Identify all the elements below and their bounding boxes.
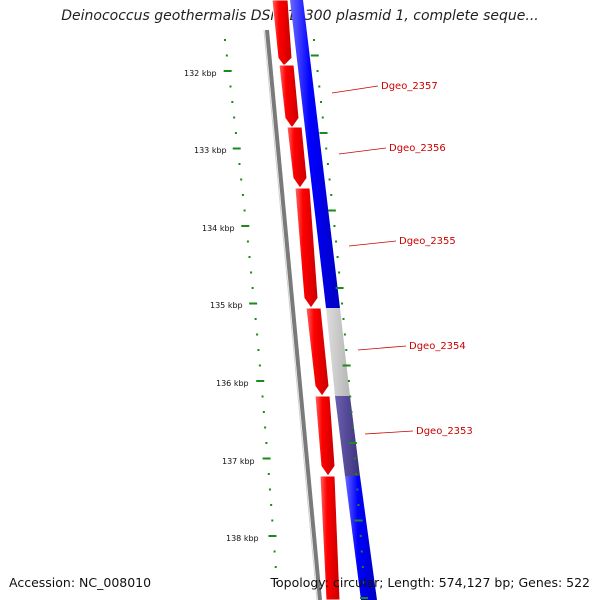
gene-leader-line — [331, 85, 379, 94]
cds-forward-4 — [294, 187, 319, 309]
gene-label[interactable]: Dgeo_2353 — [416, 426, 473, 437]
ruler-label: 136 kbp — [216, 379, 249, 388]
cds-reverse-3 — [335, 396, 360, 476]
accession-line: Accession: NC_008010 — [9, 575, 151, 590]
ruler-label: 138 kbp — [226, 534, 259, 543]
gene-label[interactable]: Dgeo_2355 — [399, 236, 456, 247]
cds-forward-7 — [319, 475, 341, 600]
gene-label[interactable]: Dgeo_2356 — [389, 143, 446, 154]
gene-leader-line — [348, 240, 397, 247]
ruler-labels: 132 kbp 133 kbp 134 kbp 135 kbp 136 kbp … — [184, 69, 259, 543]
outer-tick-marks — [310, 39, 368, 599]
accession-value: NC_008010 — [79, 575, 152, 590]
gene-labels: Dgeo_2357 Dgeo_2356 Dgeo_2355 Dgeo_2354 … — [381, 81, 473, 437]
inner-tick-marks — [223, 39, 278, 584]
cds-forward-1 — [271, 0, 293, 67]
ruler-label: 132 kbp — [184, 69, 217, 78]
gene-leader-line — [357, 345, 407, 351]
map-summary: Topology: circular; Length: 574,127 bp; … — [270, 575, 591, 590]
gene-label[interactable]: Dgeo_2354 — [409, 341, 466, 352]
cds-forward-2 — [278, 64, 300, 129]
reverse-strand-track — [290, 0, 377, 600]
cds-forward-5 — [305, 307, 330, 397]
gene-leaders — [331, 85, 414, 435]
gene-leader-line — [338, 147, 387, 155]
ruler-label: 137 kbp — [222, 457, 255, 466]
forward-strand-track — [271, 0, 341, 600]
ruler-label: 134 kbp — [202, 224, 235, 233]
backbone-line — [265, 29, 322, 600]
cds-reverse-1 — [290, 0, 340, 308]
cds-forward-6 — [314, 395, 336, 477]
cds-forward-3 — [286, 126, 308, 189]
ruler-label: 135 kbp — [210, 301, 243, 310]
cds-reverse-2 — [326, 308, 350, 396]
gene-leader-line — [364, 430, 414, 435]
gene-label[interactable]: Dgeo_2357 — [381, 81, 438, 92]
ruler-label: 133 kbp — [194, 146, 227, 155]
accession-label: Accession: — [9, 575, 76, 590]
cds-reverse-4 — [345, 476, 377, 600]
